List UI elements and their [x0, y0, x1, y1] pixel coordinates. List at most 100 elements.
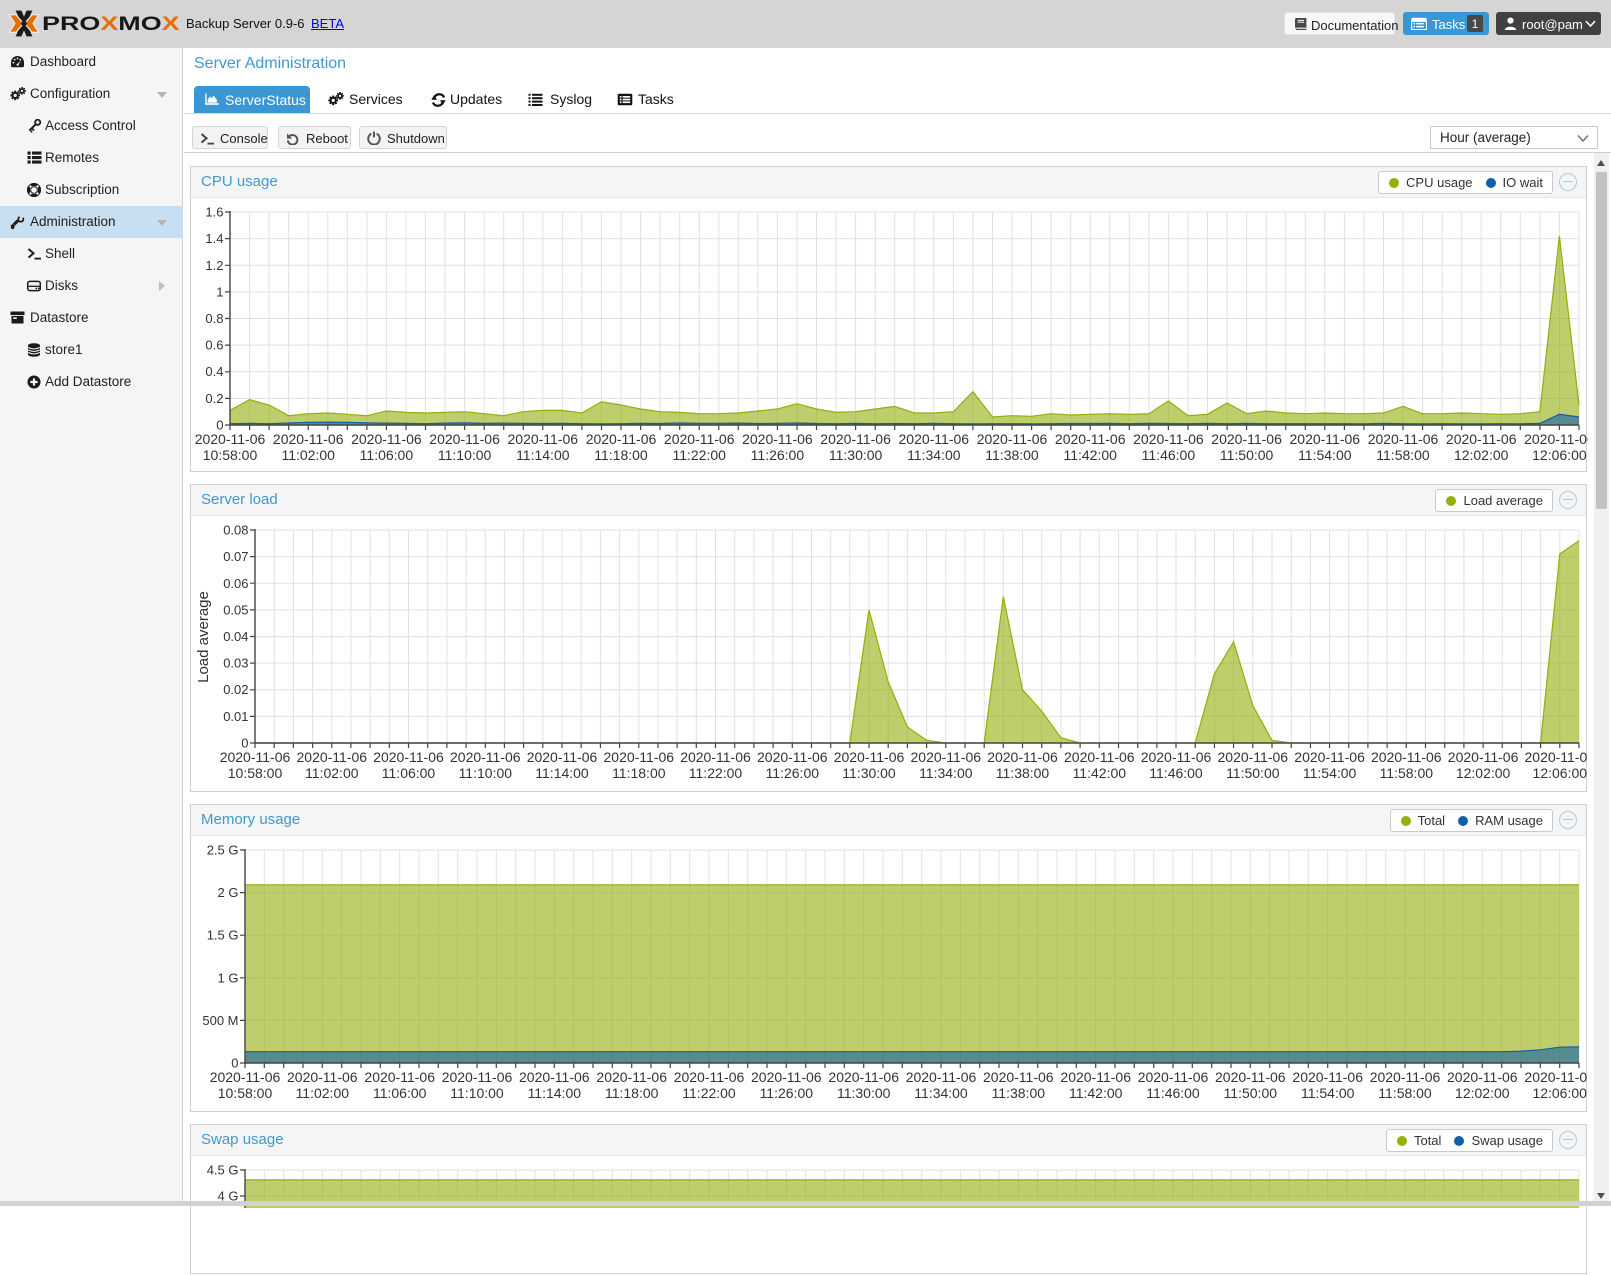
svg-text:11:22:00: 11:22:00 [672, 447, 726, 463]
svg-text:Load average: Load average [195, 591, 212, 683]
svg-text:0: 0 [231, 1056, 238, 1071]
svg-text:11:26:00: 11:26:00 [766, 765, 820, 781]
svg-text:12:02:00: 12:02:00 [1456, 765, 1511, 781]
svg-text:1: 1 [216, 284, 223, 299]
svg-text:2020-11-06: 2020-11-06 [977, 431, 1048, 447]
svg-text:2020-11-06: 2020-11-06 [596, 1069, 667, 1085]
svg-text:2020-11-06: 2020-11-06 [1524, 1069, 1588, 1085]
svg-text:1.6: 1.6 [205, 205, 223, 220]
svg-text:2020-11-06: 2020-11-06 [586, 431, 657, 447]
svg-text:11:14:00: 11:14:00 [516, 447, 570, 463]
svg-text:2020-11-06: 2020-11-06 [1368, 431, 1439, 447]
svg-text:4 G: 4 G [218, 1189, 239, 1204]
svg-text:2020-11-06: 2020-11-06 [1064, 749, 1135, 765]
svg-text:2020-11-06: 2020-11-06 [751, 1069, 822, 1085]
svg-text:0.02: 0.02 [223, 682, 248, 697]
svg-text:2020-11-06: 2020-11-06 [1371, 749, 1442, 765]
svg-text:11:50:00: 11:50:00 [1224, 1085, 1278, 1101]
svg-text:11:30:00: 11:30:00 [837, 1085, 891, 1101]
svg-text:0.06: 0.06 [223, 576, 248, 591]
svg-text:11:02:00: 11:02:00 [296, 1085, 350, 1101]
svg-text:0.07: 0.07 [223, 549, 248, 564]
svg-text:11:06:00: 11:06:00 [373, 1085, 427, 1101]
svg-text:2020-11-06: 2020-11-06 [297, 749, 368, 765]
svg-text:2020-11-06: 2020-11-06 [987, 749, 1058, 765]
svg-text:2020-11-06: 2020-11-06 [351, 431, 422, 447]
svg-text:11:38:00: 11:38:00 [985, 447, 1039, 463]
svg-text:0.2: 0.2 [205, 391, 223, 406]
svg-text:2020-11-06: 2020-11-06 [273, 431, 344, 447]
svg-text:2020-11-06: 2020-11-06 [674, 1069, 745, 1085]
svg-text:11:50:00: 11:50:00 [1220, 447, 1274, 463]
svg-text:2020-11-06: 2020-11-06 [1211, 431, 1282, 447]
svg-text:2020-11-06: 2020-11-06 [364, 1069, 435, 1085]
svg-text:2020-11-06: 2020-11-06 [519, 1069, 590, 1085]
svg-text:2020-11-06: 2020-11-06 [757, 749, 828, 765]
svg-text:11:34:00: 11:34:00 [907, 447, 961, 463]
svg-text:2020-11-06: 2020-11-06 [527, 749, 598, 765]
svg-text:0.03: 0.03 [223, 656, 248, 671]
svg-text:2 G: 2 G [218, 885, 239, 900]
svg-text:2020-11-06: 2020-11-06 [983, 1069, 1054, 1085]
svg-text:1.4: 1.4 [205, 231, 223, 246]
svg-text:11:34:00: 11:34:00 [914, 1085, 968, 1101]
svg-text:11:46:00: 11:46:00 [1149, 765, 1203, 781]
svg-text:2020-11-06: 2020-11-06 [373, 749, 444, 765]
svg-text:2020-11-06: 2020-11-06 [1524, 431, 1588, 447]
svg-text:11:54:00: 11:54:00 [1298, 447, 1352, 463]
svg-text:2020-11-06: 2020-11-06 [1446, 431, 1517, 447]
svg-text:12:02:00: 12:02:00 [1455, 1085, 1510, 1101]
svg-text:2020-11-06: 2020-11-06 [1525, 749, 1588, 765]
svg-text:2020-11-06: 2020-11-06 [210, 1069, 281, 1085]
svg-text:10:58:00: 10:58:00 [228, 765, 283, 781]
svg-text:2020-11-06: 2020-11-06 [1218, 749, 1289, 765]
svg-text:2020-11-06: 2020-11-06 [1138, 1069, 1209, 1085]
svg-text:2020-11-06: 2020-11-06 [1292, 1069, 1363, 1085]
svg-text:2020-11-06: 2020-11-06 [820, 431, 891, 447]
svg-text:11:26:00: 11:26:00 [760, 1085, 814, 1101]
svg-text:2020-11-06: 2020-11-06 [1448, 749, 1519, 765]
svg-text:11:46:00: 11:46:00 [1142, 447, 1196, 463]
svg-text:0: 0 [216, 418, 223, 433]
svg-text:2.5 G: 2.5 G [207, 843, 239, 858]
svg-text:2020-11-06: 2020-11-06 [1060, 1069, 1131, 1085]
svg-text:2020-11-06: 2020-11-06 [1294, 749, 1365, 765]
svg-text:2020-11-06: 2020-11-06 [287, 1069, 358, 1085]
svg-text:12:06:00: 12:06:00 [1532, 447, 1587, 463]
svg-text:11:30:00: 11:30:00 [829, 447, 883, 463]
svg-text:0.6: 0.6 [205, 338, 223, 353]
svg-text:10:58:00: 10:58:00 [203, 447, 258, 463]
svg-text:2020-11-06: 2020-11-06 [1447, 1069, 1518, 1085]
svg-text:11:14:00: 11:14:00 [528, 1085, 582, 1101]
svg-text:2020-11-06: 2020-11-06 [442, 1069, 513, 1085]
svg-text:11:54:00: 11:54:00 [1301, 1085, 1355, 1101]
svg-text:11:18:00: 11:18:00 [594, 447, 648, 463]
svg-text:11:58:00: 11:58:00 [1378, 1085, 1432, 1101]
svg-text:0.8: 0.8 [205, 311, 223, 326]
svg-text:11:06:00: 11:06:00 [360, 447, 414, 463]
svg-text:2020-11-06: 2020-11-06 [664, 431, 735, 447]
svg-text:2020-11-06: 2020-11-06 [911, 749, 982, 765]
svg-text:11:42:00: 11:42:00 [1069, 1085, 1123, 1101]
svg-text:11:18:00: 11:18:00 [612, 765, 666, 781]
svg-text:0.05: 0.05 [223, 602, 248, 617]
svg-text:2020-11-06: 2020-11-06 [1055, 431, 1126, 447]
svg-text:2020-11-06: 2020-11-06 [828, 1069, 899, 1085]
svg-text:0.4: 0.4 [205, 364, 223, 379]
svg-text:11:02:00: 11:02:00 [305, 765, 359, 781]
svg-text:1.2: 1.2 [205, 258, 223, 273]
svg-text:2020-11-06: 2020-11-06 [220, 749, 291, 765]
svg-text:11:26:00: 11:26:00 [751, 447, 805, 463]
svg-text:12:06:00: 12:06:00 [1532, 1085, 1587, 1101]
svg-text:11:58:00: 11:58:00 [1380, 765, 1434, 781]
svg-text:11:46:00: 11:46:00 [1146, 1085, 1200, 1101]
svg-text:2020-11-06: 2020-11-06 [1370, 1069, 1441, 1085]
svg-text:11:42:00: 11:42:00 [1063, 447, 1117, 463]
svg-text:11:50:00: 11:50:00 [1226, 765, 1280, 781]
svg-text:2020-11-06: 2020-11-06 [680, 749, 751, 765]
svg-text:11:10:00: 11:10:00 [438, 447, 492, 463]
svg-text:11:30:00: 11:30:00 [842, 765, 896, 781]
svg-text:2020-11-06: 2020-11-06 [906, 1069, 977, 1085]
svg-text:2020-11-06: 2020-11-06 [450, 749, 521, 765]
svg-text:11:22:00: 11:22:00 [682, 1085, 736, 1101]
